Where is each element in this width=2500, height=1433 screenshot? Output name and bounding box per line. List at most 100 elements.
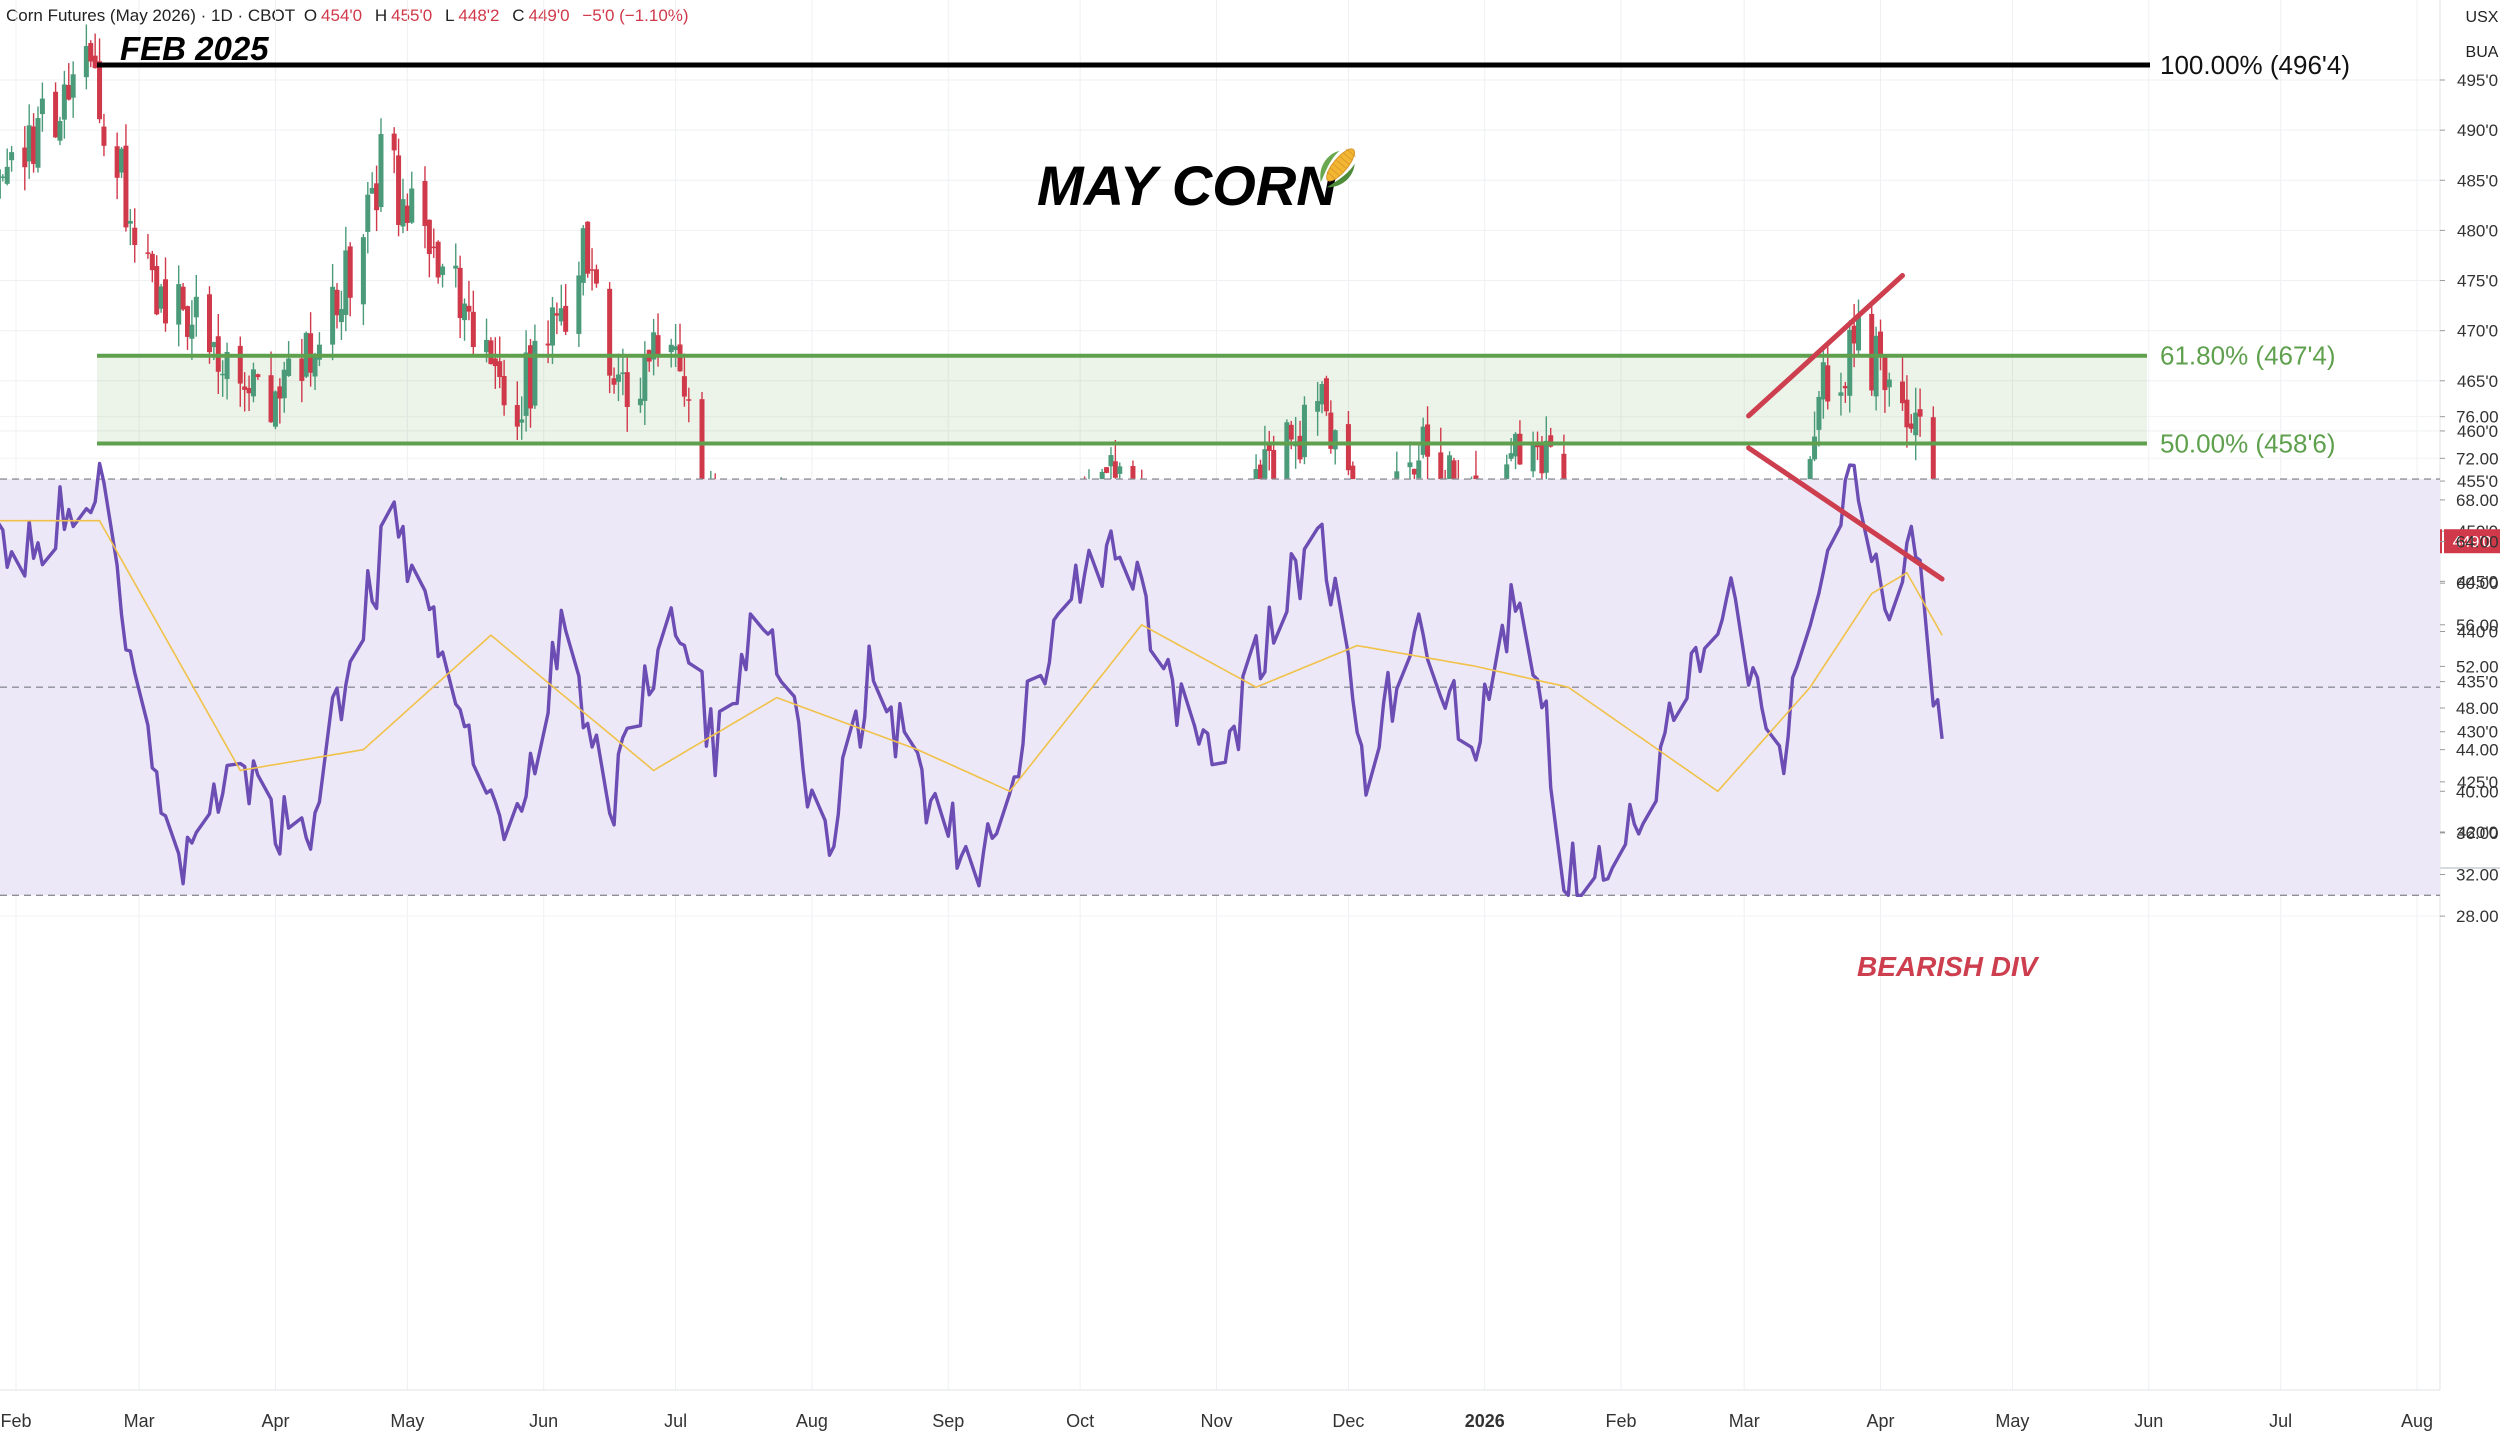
candle (404, 193, 410, 231)
candle-body (277, 386, 283, 399)
candle (400, 178, 406, 234)
candle-body (440, 266, 446, 275)
candle (1842, 381, 1848, 403)
candle (1117, 462, 1123, 480)
candle-body (532, 340, 538, 406)
price-tag-value: 449'0 (2453, 534, 2492, 551)
corn-kernel-row (1339, 156, 1350, 165)
candle (1820, 350, 1826, 419)
corn-kernel-row (1342, 152, 1353, 161)
candle-body (9, 152, 15, 161)
candle (1104, 467, 1110, 474)
candle (281, 361, 287, 413)
candle-body (1856, 315, 1862, 351)
candle (330, 264, 336, 361)
candle-body (668, 344, 674, 353)
time-tick-label: Apr (261, 1411, 289, 1431)
candle (242, 372, 248, 412)
candle-body (1447, 455, 1453, 500)
candle-body (1913, 412, 1919, 436)
candle (554, 302, 560, 335)
candle-body (92, 55, 98, 69)
candle-body (365, 194, 371, 232)
candle (466, 280, 472, 321)
candle-body (1904, 399, 1910, 428)
time-tick-label: Sep (932, 1411, 964, 1431)
candle (83, 24, 89, 90)
candle (250, 362, 256, 403)
candle-body (409, 188, 415, 223)
candle (154, 255, 160, 316)
rsi-tick-label: 48.00 (2456, 699, 2499, 718)
candle (1847, 320, 1853, 413)
candle-body (497, 361, 503, 378)
candle (1812, 411, 1818, 462)
candle-body (1345, 424, 1351, 471)
candle (1266, 431, 1272, 471)
candle-body (53, 91, 59, 138)
candle (563, 284, 569, 335)
candle-body (176, 284, 182, 325)
rsi-tick-label: 52.00 (2456, 657, 2499, 676)
candle-body (299, 358, 305, 381)
candle-body (431, 246, 437, 249)
candle (673, 323, 679, 368)
candle (611, 367, 617, 394)
chart-title: MAY CORN (1037, 154, 1338, 217)
candle (589, 248, 595, 291)
candle (123, 124, 129, 232)
candle (1900, 356, 1905, 411)
time-axis: Feb Mar Apr May Jun Jul Aug Sep Oct Nov Dec 2026 Feb… (0, 1389, 2440, 1431)
candle (308, 312, 314, 387)
annotation-rsi-label: BEARISH DIV (1857, 951, 2040, 982)
candle (180, 282, 186, 311)
candle (237, 336, 243, 407)
price-tick-label: 475'0 (2457, 272, 2498, 291)
candle-body (1332, 430, 1338, 450)
corn-kernel-row (1326, 171, 1337, 180)
candle (1301, 396, 1307, 465)
rsi-line (0, 461, 1944, 897)
candle-body (1838, 392, 1844, 396)
candle-body (154, 266, 160, 315)
candle-body (1873, 335, 1879, 397)
candle (312, 352, 318, 391)
candle-body (484, 339, 490, 353)
price-tag-value-bg (2444, 529, 2500, 554)
candle-body (1104, 467, 1110, 473)
time-tick-label: Jul (2269, 1411, 2292, 1431)
candle-body (607, 288, 613, 376)
candle-body (88, 43, 94, 62)
candle-body (1917, 409, 1923, 417)
candle-body (312, 354, 318, 377)
candle (365, 181, 371, 254)
candle (488, 337, 494, 365)
candle-body (580, 228, 586, 283)
candle-body (1882, 356, 1888, 391)
candle-body (488, 340, 494, 365)
candle (343, 226, 349, 332)
candle (431, 228, 437, 258)
candle (378, 118, 384, 213)
candle (1917, 388, 1923, 437)
candle-body (404, 205, 410, 223)
candle (39, 82, 45, 132)
candle-body (272, 391, 278, 427)
candle-body (149, 253, 155, 271)
rsi-tick-label: 56.00 (2456, 616, 2499, 635)
candle-body (470, 311, 476, 348)
fib-label: 100.00% (496'4) (2160, 50, 2350, 80)
candle (224, 342, 230, 400)
candle-body (1288, 424, 1294, 440)
corn-leaf (1320, 150, 1340, 183)
candle-body (637, 398, 643, 406)
time-tick-label: Feb (0, 1411, 31, 1431)
time-tick-label: May (390, 1411, 424, 1431)
candle (435, 240, 441, 284)
candle-body (576, 275, 582, 334)
time-tick-label: Oct (1066, 1411, 1094, 1431)
candle-body (114, 146, 120, 178)
candle (668, 338, 674, 368)
